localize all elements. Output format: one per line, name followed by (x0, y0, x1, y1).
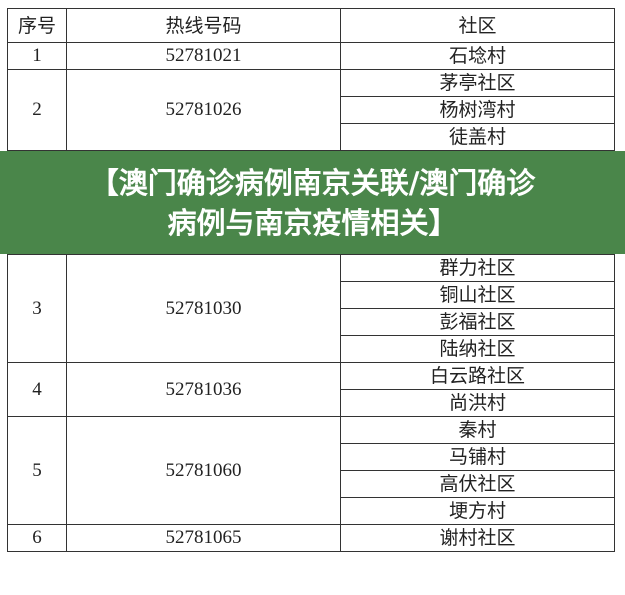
row-index: 1 (7, 42, 67, 70)
table-row: 杨树湾村 (8, 96, 615, 124)
table-row: 5 52781060 秦村 (7, 416, 615, 525)
community-name: 铜山社区 (340, 281, 615, 309)
hotline-number: 52781021 (66, 42, 341, 70)
community-name: 陆纳社区 (340, 335, 615, 363)
row-index: 2 (7, 69, 67, 151)
header-phone: 热线号码 (66, 8, 341, 43)
community-name: 秦村 (340, 416, 615, 444)
community-name: 埂方村 (340, 497, 615, 525)
community-name: 谢村社区 (340, 524, 615, 552)
header-community: 社区 (340, 8, 615, 43)
community-name: 石埝村 (340, 42, 615, 70)
banner-title-line1: 【澳门确诊病例南京关联/澳门确诊 (89, 165, 536, 200)
row-index: 6 (7, 524, 67, 552)
community-name: 马铺村 (340, 443, 615, 471)
community-name: 徒盖村 (340, 123, 615, 151)
table-row: 马铺村 (8, 443, 615, 471)
title-banner: 【澳门确诊病例南京关联/澳门确诊 病例与南京疫情相关】 (0, 151, 625, 254)
table-row: 徒盖村 (8, 123, 615, 151)
hotline-table: 序号 热线号码 社区 1 52781021 石埝村 2 52781026 茅亭社区 杨树湾村… (7, 8, 615, 151)
row-index: 5 (7, 416, 67, 525)
header-index: 序号 (7, 8, 67, 43)
table-row: 高伏社区 (8, 470, 615, 498)
community-name: 杨树湾村 (340, 96, 615, 124)
table-row: 6 52781065 谢村社区 (7, 524, 615, 552)
table-row: 2 52781026 茅亭社区 (7, 69, 615, 151)
table-row: 3 52781030 群力社区 (7, 254, 615, 363)
hotline-number: 52781030 (66, 254, 341, 363)
table-row: 埂方村 (8, 497, 615, 525)
community-name: 彭福社区 (340, 308, 615, 336)
table-row: 4 52781036 白云路社区 (7, 362, 615, 417)
banner-title-line2: 病例与南京疫情相关】 (167, 205, 458, 240)
page: 序号 热线号码 社区 1 52781021 石埝村 2 52781026 茅亭社区 杨树湾村… (0, 8, 625, 552)
hotline-number: 52781060 (66, 416, 341, 525)
row-index: 3 (7, 254, 67, 363)
hotline-number: 52781036 (66, 362, 341, 417)
hotline-table-continued: 3 52781030 群力社区 铜山社区 彭福社区 陆纳社区 4 52781036 白云路社区尚… (7, 254, 615, 552)
table-header-row: 序号 热线号码 社区 (7, 8, 615, 43)
table-row: 彭福社区 (8, 308, 615, 336)
community-name: 茅亭社区 (340, 69, 615, 97)
hotline-number: 52781065 (66, 524, 341, 552)
community-name: 尚洪村 (340, 389, 615, 417)
table-row: 陆纳社区 (8, 335, 615, 363)
community-name: 群力社区 (340, 254, 615, 282)
hotline-number: 52781026 (66, 69, 341, 151)
community-name: 白云路社区 (340, 362, 615, 390)
community-name: 高伏社区 (340, 470, 615, 498)
table-row: 1 52781021 石埝村 (7, 42, 615, 70)
table-row: 尚洪村 (8, 389, 615, 417)
row-index: 4 (7, 362, 67, 417)
